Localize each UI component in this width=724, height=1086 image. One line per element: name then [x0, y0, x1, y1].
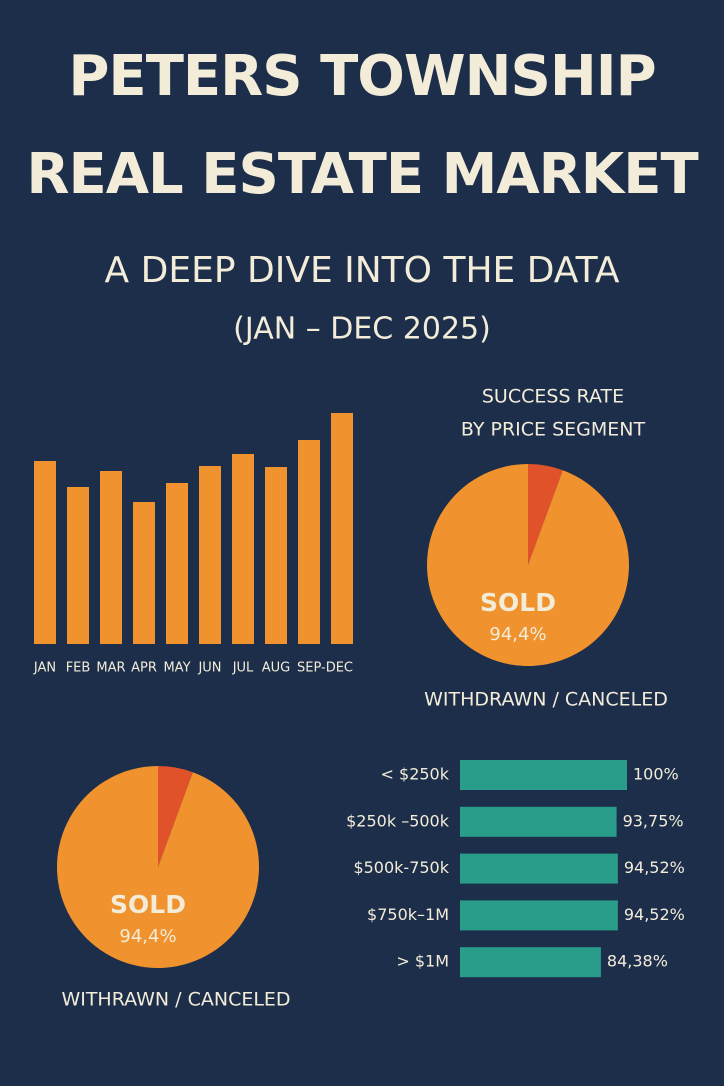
x-tick-label: MAY — [163, 661, 190, 676]
pie-slice — [57, 766, 260, 968]
title-line: PETERS TOWNSHIP — [68, 44, 655, 109]
y-tick-label: $500k-750k — [353, 858, 449, 877]
bar — [331, 413, 353, 644]
bar — [460, 900, 618, 931]
bar — [34, 461, 56, 644]
x-tick-label: JAN — [33, 661, 56, 676]
slice-value: 94,4% — [489, 624, 546, 645]
pie-slice — [427, 464, 630, 667]
bar — [100, 471, 122, 644]
subtitle: A DEEP DIVE INTO THE DATA — [105, 250, 620, 291]
bar — [298, 440, 320, 644]
x-tick-label: JUN — [197, 661, 221, 676]
x-tick-label: MAR — [96, 661, 125, 676]
bar — [460, 806, 617, 837]
pie-slice — [528, 464, 563, 565]
value-label: 94,52% — [624, 858, 685, 877]
x-tick-label: FEB — [66, 661, 91, 676]
value-label: 84,38% — [607, 952, 668, 971]
bar — [265, 467, 287, 644]
x-tick-label: JUL — [232, 661, 254, 676]
y-tick-label: > $1M — [396, 952, 449, 971]
slice-legend: WITHDRAWN / CANCELED — [424, 689, 668, 711]
x-tick-label: APR — [131, 661, 157, 676]
bar — [232, 454, 254, 644]
period: (JAN – DEC 2025) — [233, 312, 491, 347]
bar — [460, 947, 601, 978]
pie-slice — [158, 766, 193, 867]
slice-name: SOLD — [110, 890, 186, 919]
bar — [67, 487, 89, 644]
y-tick-label: $250k –500k — [346, 811, 450, 830]
pie-title: BY PRICE SEGMENT — [461, 419, 646, 441]
pie-title: SUCCESS RATE — [482, 386, 624, 408]
slice-legend: WITHRAWN / CANCELED — [61, 989, 290, 1011]
title-line: REAL ESTATE MARKET — [26, 142, 698, 207]
bar — [460, 760, 627, 790]
bar — [133, 502, 155, 644]
value-label: 100% — [633, 765, 679, 784]
bar — [460, 853, 618, 884]
bar — [166, 483, 188, 644]
bar — [199, 466, 221, 644]
y-tick-label: $750k–1M — [367, 905, 449, 924]
x-tick-label: SEP-DEC — [297, 661, 353, 676]
x-tick-label: AUG — [262, 661, 290, 676]
value-label: 93,75% — [623, 811, 684, 830]
value-label: 94,52% — [624, 905, 685, 924]
y-tick-label: < $250k — [381, 765, 450, 784]
slice-name: SOLD — [480, 588, 556, 617]
slice-value: 94,4% — [119, 926, 176, 947]
